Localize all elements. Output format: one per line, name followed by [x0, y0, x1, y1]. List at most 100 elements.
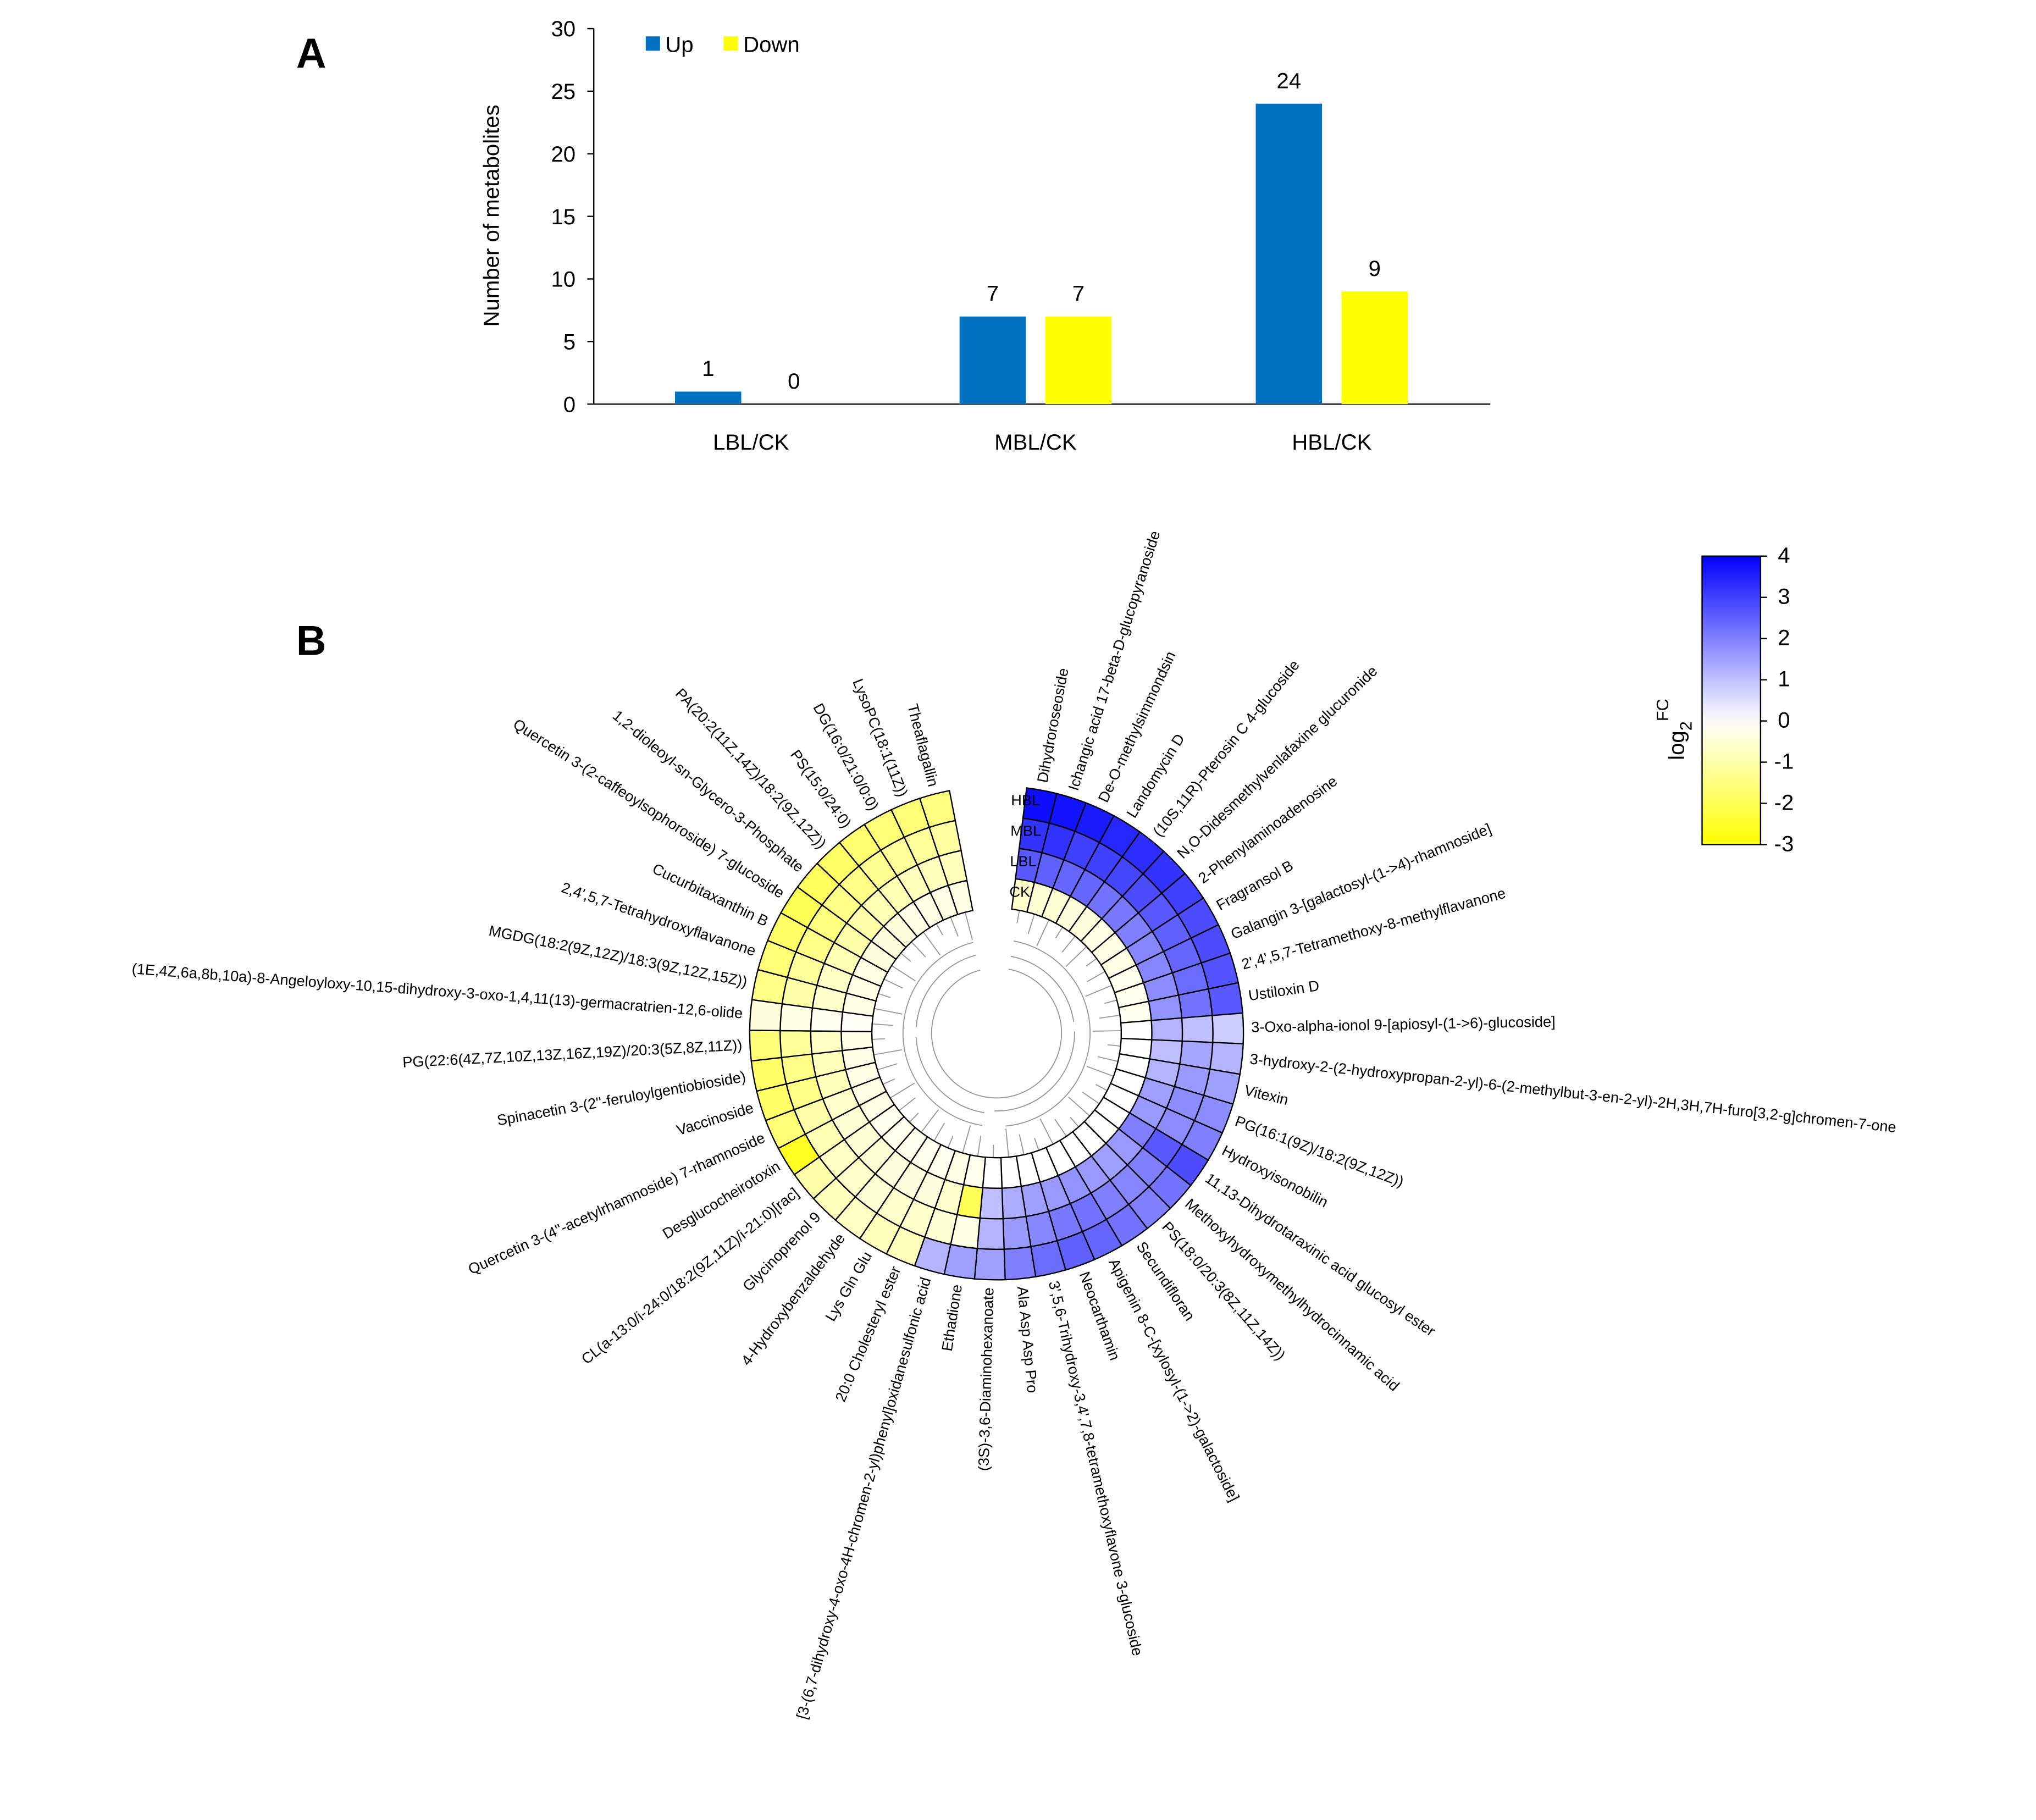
colorbar-title-sub: 2: [1677, 721, 1696, 731]
ring-label: LBL: [1010, 853, 1036, 870]
dendrogram-branch: [921, 1109, 939, 1133]
dendrogram-branch: [1085, 984, 1113, 997]
y-tick-label: 20: [551, 142, 576, 167]
dendrogram-branch: [1039, 1118, 1054, 1144]
x-tick-label: MBL/CK: [994, 430, 1077, 455]
heat-cell: [1002, 1215, 1032, 1250]
y-tick-label: 30: [551, 16, 576, 41]
heat-cell: [947, 879, 974, 916]
dendrogram-branch: [878, 993, 891, 998]
legend-label: Down: [743, 32, 800, 57]
colorbar-title-sup: FC: [1653, 699, 1672, 721]
metabolite-label: 3',5,6-Trihydroxy-3,4',7,8-tetramethoxyf…: [1045, 1279, 1147, 1657]
dendrogram-branch: [872, 1023, 893, 1026]
y-tick-label: 5: [563, 330, 576, 355]
dendrogram-branch: [1067, 1096, 1091, 1116]
dendrogram-branch: [1097, 1056, 1119, 1062]
metabolite-label: PG(16:1(9Z)/18:2(9Z,12Z)): [1233, 1112, 1406, 1190]
dendrogram-branch: [1099, 1014, 1120, 1019]
metabolite-label: 2',4',5,7-Tetramethoxy-8-methylflavanone: [1240, 884, 1507, 973]
metabolite-label: 3-Oxo-alpha-ionol 9-[apiosyl-(1->6)-gluc…: [1251, 1013, 1556, 1036]
colorbar-tick-label: 0: [1778, 707, 1790, 732]
dendrogram-branch: [1086, 958, 1097, 967]
colorbar-title: log2 FC: [1653, 699, 1696, 760]
heat-cell: [976, 1217, 1005, 1250]
y-tick-label: 15: [551, 204, 576, 229]
y-axis-label: Number of metabolites: [479, 104, 504, 327]
data-label: 7: [987, 281, 999, 306]
dendrogram-branch: [1095, 1084, 1108, 1091]
panel-label: A: [296, 31, 327, 77]
metabolite-label: Ethadione: [938, 1284, 965, 1353]
colorbar-tick-label: -2: [1774, 790, 1794, 815]
heat-cell: [979, 1187, 1004, 1220]
metabolite-label: Vitexin: [1243, 1082, 1290, 1109]
x-tick-label: LBL/CK: [713, 430, 789, 455]
dendrogram-branch: [1061, 936, 1076, 953]
dendrogram-branch: [1036, 919, 1050, 946]
metabolite-label: Dihydroroseoside: [1033, 667, 1071, 784]
dendrogram-branch: [1070, 1116, 1080, 1127]
dendrogram-branch: [1108, 1044, 1121, 1047]
dendrogram-branch: [962, 1125, 971, 1153]
colorbar-tick-label: 4: [1778, 543, 1790, 568]
y-tick-label: 0: [563, 392, 576, 417]
metabolite-label: Ichangic acid 17-beta-D-glucopyranoside: [1065, 529, 1164, 793]
metabolite-label: Ala Asp Asp Pro: [1014, 1286, 1042, 1394]
y-tick-label: 10: [551, 267, 576, 292]
dendrogram-branch: [950, 917, 959, 937]
bar: [1341, 291, 1408, 405]
legend-swatch: [723, 36, 738, 51]
dendrogram-branch: [1034, 1138, 1039, 1151]
dendrogram-branch: [1055, 927, 1063, 939]
dendrogram-branch: [911, 941, 926, 958]
dendrogram-branch: [1086, 1066, 1114, 1077]
dendrogram-branch: [1065, 946, 1087, 967]
dendrogram-branch: [915, 954, 977, 1027]
heat-cell: [1150, 1017, 1183, 1042]
dendrogram-branch: [909, 1113, 919, 1123]
dendrogram-branch: [1016, 910, 1020, 923]
x-tick-label: HBL/CK: [1292, 430, 1371, 455]
colorbar-tick-label: 2: [1778, 625, 1790, 650]
dendrogram-branch: [1104, 999, 1117, 1004]
dendrogram: [872, 910, 1121, 1158]
bar: [1045, 316, 1112, 405]
dendrogram-branch: [1005, 1128, 1009, 1158]
bar: [959, 316, 1026, 405]
dendrogram-branch: [994, 1031, 1075, 1111]
dendrogram-branch: [931, 969, 1063, 1099]
dendrogram-branch: [1010, 955, 1075, 1022]
colorbar-tick-label: -1: [1774, 749, 1794, 773]
bar: [1255, 103, 1323, 405]
dendrogram-branch: [874, 1008, 903, 1015]
data-label: 24: [1276, 68, 1301, 93]
ring-label: CK: [1009, 883, 1030, 900]
colorbar-tick-label: 1: [1778, 666, 1790, 691]
dendrogram-branch: [873, 1049, 902, 1055]
metabolite-label: Ustiloxin D: [1247, 977, 1320, 1004]
colorbar-title-base: log: [1664, 731, 1689, 760]
bar: [674, 391, 742, 405]
dendrogram-branch: [977, 1136, 982, 1157]
metabolite-label: Vaccinoside: [674, 1099, 755, 1138]
dendrogram-branch: [923, 931, 941, 956]
dendrogram-branch: [936, 923, 943, 936]
colorbar-tick-label: 3: [1778, 584, 1790, 609]
heat-cell: [810, 1030, 843, 1055]
dendrogram-branch: [933, 1122, 945, 1142]
dendrogram-branch: [1019, 1134, 1025, 1155]
dendrogram-branch: [1005, 940, 1091, 1127]
heat-cell: [1003, 1246, 1037, 1281]
dendrogram-branch: [900, 953, 911, 962]
data-label: 0: [788, 369, 800, 394]
dendrogram-branch: [883, 978, 903, 989]
legend-label: Up: [665, 32, 693, 57]
dendrogram-branch: [902, 942, 983, 1126]
ring-label: MBL: [1010, 822, 1041, 839]
heat-cell: [749, 999, 783, 1032]
metabolite-label: 3-hydroxy-2-(2-hydroxypropan-2-yl)-6-(2-…: [1249, 1050, 1897, 1136]
dendrogram-branch: [882, 1078, 895, 1085]
heat-cell: [840, 1030, 873, 1052]
